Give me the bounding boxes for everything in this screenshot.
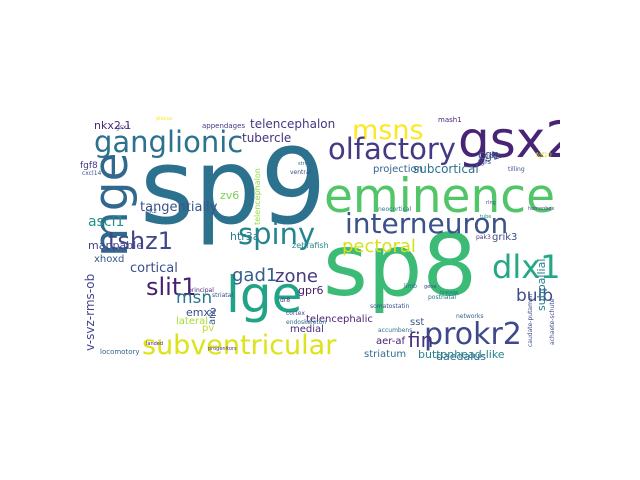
cloud-word: cge xyxy=(478,148,500,162)
cloud-word: fin xyxy=(408,328,434,352)
cloud-word: lineage xyxy=(440,290,459,296)
cloud-word: olfactory xyxy=(328,132,456,166)
cloud-word: appendages xyxy=(202,122,246,130)
cloud-word: grik3 xyxy=(492,232,518,243)
cloud-word: sp8 xyxy=(323,216,478,316)
cloud-word: endoskeleton xyxy=(286,319,327,326)
cloud-word: progenitors xyxy=(208,346,237,352)
cloud-word: neocortical xyxy=(378,206,412,213)
cloud-word: tilling xyxy=(508,166,525,173)
cloud-word: fgf8 xyxy=(80,161,98,171)
cloud-word: cxcl14 xyxy=(82,170,102,177)
cloud-word: telencephalon xyxy=(250,117,336,131)
cloud-word: buttonhead-like xyxy=(418,348,505,361)
cloud-word: somatostatin xyxy=(370,303,410,310)
cloud-word: homeobox xyxy=(528,206,555,212)
cloud-word: networks xyxy=(456,313,484,320)
cloud-word: zebrafish xyxy=(292,241,329,250)
cloud-word: gene xyxy=(424,284,437,290)
cloud-word: principal xyxy=(188,287,214,294)
cloud-word: limb xyxy=(404,283,417,290)
cloud-word: cortex xyxy=(286,310,305,317)
cloud-word: ganglionic xyxy=(94,125,244,159)
cloud-word: achaete-schute xyxy=(549,298,556,345)
cloud-word: subpallial xyxy=(535,258,548,311)
cloud-word: gad1 xyxy=(232,265,278,286)
cloud-word: accumbens xyxy=(378,327,413,334)
cloud-word: emx2 xyxy=(186,306,217,319)
cloud-word: subventricular xyxy=(142,330,337,361)
cloud-word: slit1 xyxy=(146,273,197,301)
cloud-word: nkx2.1 xyxy=(94,119,132,132)
cloud-word: pak3 xyxy=(476,234,491,241)
cloud-word: tangentially xyxy=(140,200,218,215)
cloud-word: fgfs xyxy=(478,158,492,166)
word-cloud: sp9 sp8 eminence gsx2 mge lge ganglionic… xyxy=(80,115,560,365)
cloud-word: dlx1 xyxy=(492,248,560,286)
cloud-word: msn xyxy=(176,288,213,308)
cloud-word: aer-af xyxy=(376,336,406,347)
cloud-word: lateral xyxy=(176,316,208,327)
cloud-word: medial xyxy=(290,324,324,335)
cloud-word: ascl1 xyxy=(88,214,125,230)
cloud-word: gsx1 xyxy=(116,124,131,131)
cloud-word: cortical xyxy=(130,261,178,276)
cloud-word: axons xyxy=(294,149,309,155)
cloud-word: zv6 xyxy=(220,189,240,202)
cloud-word: caudate-putamen xyxy=(527,293,534,347)
cloud-word: pectoral xyxy=(342,236,416,257)
cloud-word: striatum xyxy=(364,349,407,360)
cloud-word: v-svz-rms-ob xyxy=(83,273,97,351)
cloud-word: bulb xyxy=(516,286,554,306)
cloud-word: ventral xyxy=(290,169,312,176)
cloud-word: prokr2 xyxy=(424,317,522,352)
cloud-word: locomotory xyxy=(100,348,140,356)
cloud-word: gpr6 xyxy=(298,284,324,297)
cloud-word: tube xyxy=(480,214,492,220)
cloud-word: striatal xyxy=(212,292,233,299)
cloud-word: mappable xyxy=(88,239,143,252)
cloud-word: spiny xyxy=(238,217,316,251)
cloud-word: xhoxd xyxy=(94,254,125,265)
cloud-word: interneuron xyxy=(345,207,509,240)
cloud-word: plexus xyxy=(156,116,173,122)
cloud-word: mash1 xyxy=(438,116,462,124)
cloud-word: msns xyxy=(352,115,424,146)
cloud-word: sst xyxy=(410,317,425,328)
cloud-word: dr8 xyxy=(280,297,291,304)
cloud-word: eminence xyxy=(324,169,556,224)
cloud-word: stripes xyxy=(298,161,315,167)
cloud-word: daedalus xyxy=(436,350,486,363)
cloud-word: subcortical xyxy=(413,162,479,176)
cloud-word: ridge xyxy=(484,152,503,160)
cloud-word: projection xyxy=(373,164,423,175)
cloud-word: landed xyxy=(146,341,164,347)
cloud-word: gsx2 xyxy=(458,115,560,169)
cloud-word: arx xyxy=(207,309,218,325)
cloud-word: telencephalon xyxy=(253,168,262,225)
cloud-word: postnatal xyxy=(428,294,457,301)
cloud-word: telencephalic xyxy=(306,314,373,325)
cloud-word: tshz1 xyxy=(108,227,173,255)
cloud-word: fgf10 xyxy=(536,152,552,159)
cloud-word: sp9 xyxy=(140,126,327,248)
cloud-word: pv xyxy=(202,323,215,334)
cloud-word: htr3a xyxy=(230,230,260,243)
cloud-word: tubercle xyxy=(242,131,292,145)
cloud-word: pk2 xyxy=(146,208,158,215)
cloud-word: ring xyxy=(486,200,496,206)
cloud-word: lge xyxy=(226,266,303,324)
cloud-word: zone xyxy=(275,266,318,287)
